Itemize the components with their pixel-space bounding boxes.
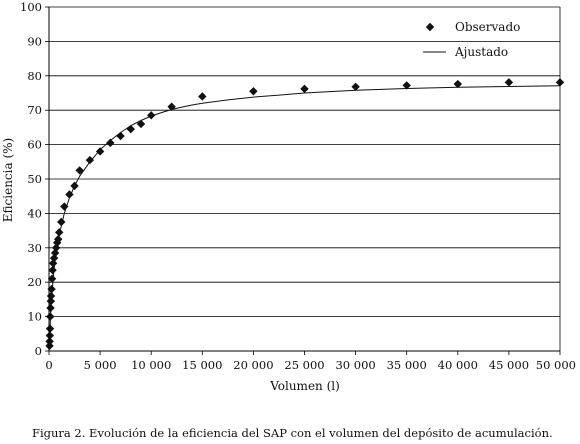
- data-point-observado: [46, 312, 55, 321]
- data-point-observado: [46, 291, 56, 301]
- data-point-observado: [70, 181, 79, 191]
- data-point-observado: [300, 84, 309, 94]
- data-point-observado: [57, 217, 66, 227]
- x-tick-label: 30 000: [335, 358, 375, 372]
- data-point-observado: [48, 265, 57, 275]
- x-tick-label: 5 000: [84, 358, 117, 372]
- y-axis-label: Eficiencia (%): [1, 138, 15, 222]
- x-tick-label: 0: [45, 358, 52, 372]
- x-tick-label: 20 000: [233, 358, 273, 372]
- y-tick-label: 20: [27, 275, 42, 289]
- legend-marker-observado: [425, 22, 435, 32]
- y-tick-label: 70: [27, 103, 42, 117]
- data-point-observado: [45, 331, 55, 340]
- data-point-observado: [75, 166, 84, 175]
- data-point-observado: [45, 337, 54, 346]
- y-tick-label: 40: [27, 206, 42, 220]
- x-tick-label: 45 000: [489, 358, 529, 372]
- data-point-observado: [60, 202, 69, 211]
- data-point-observado: [45, 324, 55, 333]
- series-line-ajustado: [48, 85, 561, 352]
- y-tick-label: 100: [20, 0, 42, 14]
- plot-area: [45, 78, 565, 352]
- data-point-observado: [65, 190, 74, 199]
- data-point-observado: [116, 131, 125, 141]
- x-tick-label: 40 000: [438, 358, 478, 372]
- data-point-observado: [55, 228, 64, 237]
- data-point-observado: [106, 138, 115, 148]
- y-tick-label: 80: [27, 69, 42, 83]
- legend: Observado Ajustado: [423, 20, 520, 59]
- data-point-observado: [453, 79, 462, 89]
- y-tick-label: 50: [27, 172, 42, 186]
- x-tick-label: 15 000: [182, 358, 222, 372]
- data-point-observado: [45, 341, 54, 351]
- x-tick-label: 35 000: [387, 358, 427, 372]
- data-point-observado: [85, 155, 95, 165]
- data-point-observado: [167, 102, 176, 111]
- data-point-observado: [53, 235, 63, 244]
- x-tick-label: 50 000: [536, 358, 576, 372]
- figure-caption: Figura 2. Evolución de la eficiencia del…: [32, 426, 553, 440]
- data-point-observado: [249, 87, 258, 96]
- y-tick-label: 60: [27, 138, 42, 152]
- data-point-observado: [47, 274, 57, 283]
- data-point-observado: [46, 303, 55, 313]
- data-point-observado: [351, 82, 360, 92]
- y-tick-label: 10: [27, 310, 42, 324]
- data-point-observado: [95, 147, 105, 156]
- data-point-observado: [136, 119, 146, 129]
- x-tick-label: 25 000: [284, 358, 324, 372]
- data-point-observado: [126, 124, 135, 134]
- legend-label-ajustado: Ajustado: [454, 45, 508, 59]
- data-point-observado: [504, 78, 514, 87]
- y-tick-label: 90: [27, 34, 42, 48]
- x-tick-label: 10 000: [131, 358, 171, 372]
- grid-lines: [49, 6, 560, 318]
- data-point-observado: [50, 248, 60, 258]
- axes: 0 10 20 30 40 50 60 70 80 90 100 0 5 000 10 000 15 000…: [20, 0, 576, 372]
- y-tick-label: 30: [27, 241, 42, 255]
- legend-label-observado: Observado: [455, 20, 520, 34]
- data-point-observado: [49, 253, 59, 263]
- y-tick-label: 0: [35, 344, 42, 358]
- data-point-observado: [198, 92, 207, 101]
- data-point-observado: [147, 111, 156, 120]
- data-point-observado: [402, 81, 411, 90]
- x-axis-label: Volumen (l): [269, 379, 340, 393]
